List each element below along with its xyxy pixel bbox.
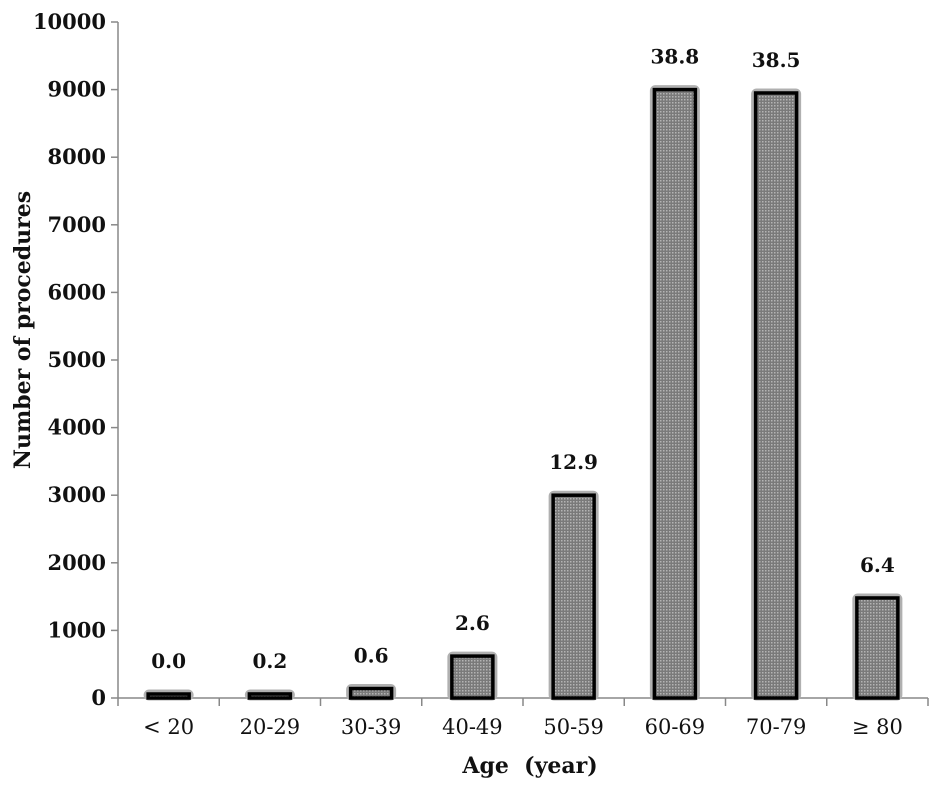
x-tick-label: 50-59 <box>543 715 604 739</box>
bar <box>247 692 293 700</box>
x-tick-label: 20-29 <box>240 715 301 739</box>
y-tick-label: 9000 <box>48 77 106 102</box>
y-tick-label: 2000 <box>48 550 106 575</box>
y-tick-label: 6000 <box>48 279 106 304</box>
y-tick-label: 10000 <box>33 9 106 34</box>
x-axis: < 20 20-29 30-39 40-49 50-59 60-69 70-79 ≥ 80 <box>117 697 929 739</box>
y-tick-label: 3000 <box>48 482 106 507</box>
y-tick-label: 8000 <box>48 144 106 169</box>
bar <box>146 692 191 700</box>
x-axis-title: Age (year) <box>461 753 597 779</box>
bar <box>855 596 900 700</box>
bar <box>450 654 495 700</box>
data-label: 38.5 <box>752 48 801 72</box>
bar <box>753 91 799 700</box>
y-tick-label: 4000 <box>48 415 106 440</box>
y-axis-title: Number of procedures <box>10 191 36 469</box>
bar <box>348 686 394 700</box>
y-tick-label: 5000 <box>48 347 106 372</box>
x-tick-label: 30-39 <box>341 715 402 739</box>
y-tick-label: 1000 <box>48 617 106 642</box>
data-label: 0.6 <box>354 644 389 668</box>
data-label: 0.2 <box>252 649 287 673</box>
data-label: 12.9 <box>549 450 598 474</box>
data-label: 0.0 <box>151 649 186 673</box>
x-tick-label: 60-69 <box>645 715 706 739</box>
y-tick-label: 7000 <box>48 212 106 237</box>
x-tick-label: < 20 <box>143 715 194 739</box>
data-label: 2.6 <box>455 611 490 635</box>
bars-group <box>143 85 903 701</box>
data-labels-group: 0.0 0.2 0.6 2.6 12.9 38.8 38.5 6.4 <box>151 45 895 673</box>
x-tick-label: 70-79 <box>746 715 807 739</box>
bar <box>652 87 698 700</box>
data-label: 38.8 <box>651 45 700 69</box>
y-axis: 0 1000 2000 3000 4000 5000 6000 7000 8000 9000 100… <box>33 9 119 710</box>
data-label: 6.4 <box>860 553 895 577</box>
x-tick-label: 40-49 <box>442 715 503 739</box>
bar <box>551 493 596 700</box>
y-tick-label: 0 <box>91 685 106 710</box>
x-tick-label: ≥ 80 <box>852 715 903 739</box>
